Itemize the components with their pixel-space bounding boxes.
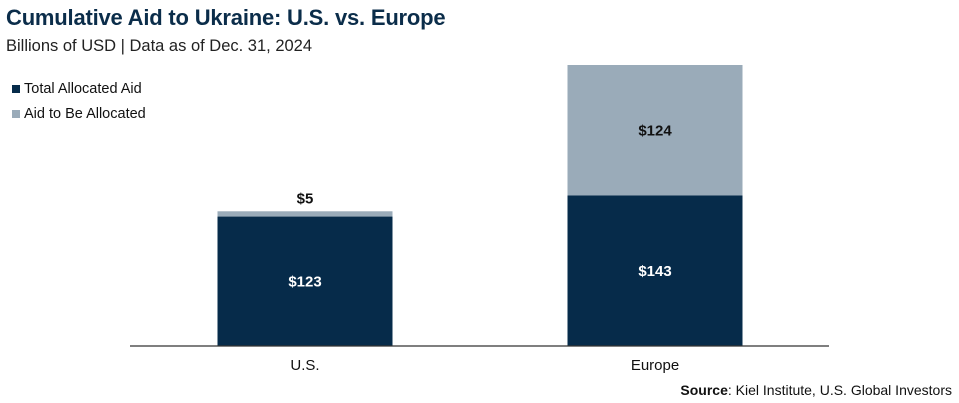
source-label: Source — [680, 382, 728, 398]
legend-swatch-allocated — [12, 84, 20, 93]
bar-europe-allocated — [567, 195, 743, 346]
x-tick-label-europe: Europe — [631, 357, 679, 374]
legend-label-allocated: Total Allocated Aid — [24, 80, 142, 97]
x-tick-label-u-s: U.S. — [290, 357, 319, 374]
legend: Total Allocated Aid Aid to Be Allocated — [12, 76, 146, 126]
chart-title: Cumulative Aid to Ukraine: U.S. vs. Euro… — [6, 5, 446, 30]
legend-item-allocated: Total Allocated Aid — [12, 76, 146, 101]
data-label-europe-to-be-allocated: $124 — [638, 122, 672, 139]
chart-subtitle: Billions of USD | Data as of Dec. 31, 20… — [6, 37, 313, 55]
source-text: : Kiel Institute, U.S. Global Investors — [727, 382, 952, 398]
bar-u-s-to-be-allocated — [217, 211, 393, 217]
source-note: Source: Kiel Institute, U.S. Global Inve… — [680, 382, 952, 398]
legend-item-to-be-allocated: Aid to Be Allocated — [12, 101, 146, 126]
legend-label-to-be-allocated: Aid to Be Allocated — [24, 105, 146, 122]
bar-u-s-allocated — [217, 216, 393, 346]
data-label-u-s-to-be-allocated: $5 — [297, 190, 314, 207]
data-label-u-s-allocated: $123 — [288, 273, 321, 290]
bar-europe-to-be-allocated — [567, 65, 743, 196]
legend-swatch-to-be-allocated — [12, 109, 20, 118]
data-label-europe-allocated: $143 — [638, 263, 671, 280]
